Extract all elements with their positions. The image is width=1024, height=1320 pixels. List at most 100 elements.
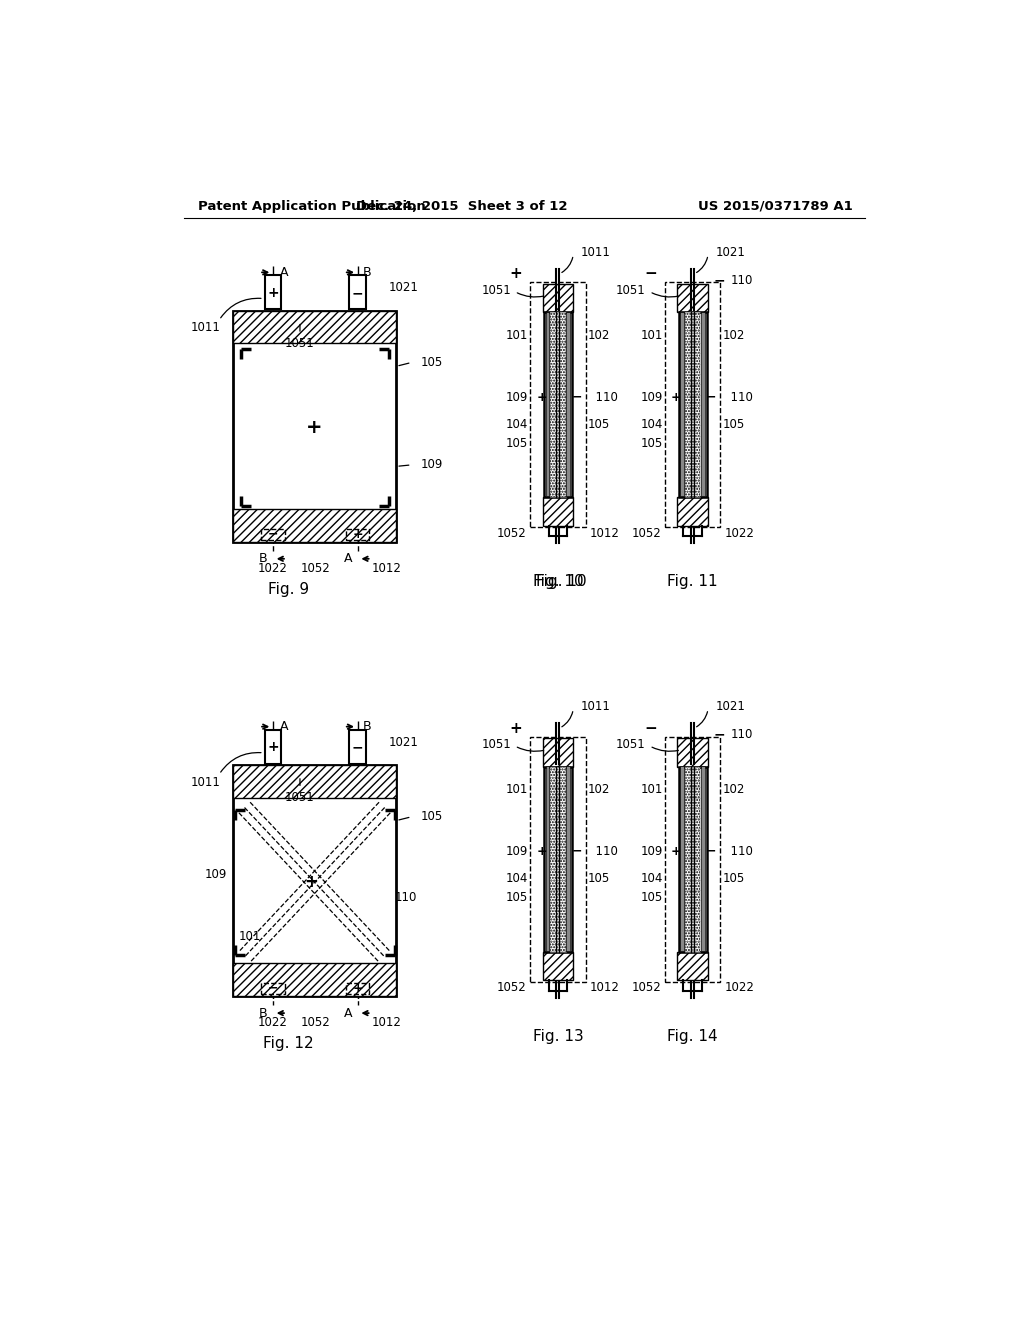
Text: 1051: 1051 bbox=[481, 738, 511, 751]
Text: 1022: 1022 bbox=[724, 527, 754, 540]
Text: 104: 104 bbox=[506, 417, 528, 430]
Text: −: − bbox=[267, 982, 279, 995]
Text: 109: 109 bbox=[640, 391, 663, 404]
Text: 1051: 1051 bbox=[285, 791, 314, 804]
Bar bbox=[685, 767, 700, 952]
Text: 105: 105 bbox=[588, 417, 610, 430]
Text: Fig. 14: Fig. 14 bbox=[668, 1028, 718, 1044]
Text: B: B bbox=[362, 721, 372, 733]
Bar bbox=[677, 738, 708, 767]
Text: Fig. 10: Fig. 10 bbox=[532, 574, 584, 590]
Bar bbox=[566, 766, 570, 950]
Bar bbox=[701, 766, 705, 950]
Bar bbox=[543, 284, 573, 313]
Text: 1052: 1052 bbox=[300, 1016, 330, 1028]
Text: 105: 105 bbox=[640, 437, 663, 450]
Bar bbox=[233, 766, 396, 997]
Text: Fig. 9: Fig. 9 bbox=[268, 582, 309, 597]
Text: −: − bbox=[714, 273, 725, 286]
Text: 1021: 1021 bbox=[388, 735, 419, 748]
Text: US 2015/0371789 A1: US 2015/0371789 A1 bbox=[698, 199, 853, 213]
Text: Fig. 13: Fig. 13 bbox=[532, 1028, 584, 1044]
Text: 109: 109 bbox=[640, 845, 663, 858]
Text: 1012: 1012 bbox=[372, 561, 401, 574]
Text: +: + bbox=[306, 418, 323, 437]
Text: 110: 110 bbox=[588, 391, 617, 404]
Text: Fig. 11: Fig. 11 bbox=[668, 574, 718, 590]
Text: +: + bbox=[267, 286, 279, 300]
Text: 109: 109 bbox=[506, 845, 528, 858]
Bar bbox=[233, 312, 396, 543]
Text: 1052: 1052 bbox=[632, 527, 662, 540]
Text: 105: 105 bbox=[640, 891, 663, 904]
Text: 1021: 1021 bbox=[716, 246, 745, 259]
Bar bbox=[543, 952, 573, 979]
Bar bbox=[665, 737, 720, 982]
Text: 109: 109 bbox=[421, 458, 443, 471]
Bar bbox=[233, 312, 396, 343]
Text: Fig. 10: Fig. 10 bbox=[537, 574, 587, 590]
Text: 104: 104 bbox=[640, 417, 663, 430]
Text: 1022: 1022 bbox=[258, 561, 288, 574]
Text: +: + bbox=[304, 874, 317, 891]
Text: 1051: 1051 bbox=[481, 284, 511, 297]
Text: 1022: 1022 bbox=[258, 1016, 288, 1028]
Text: −: − bbox=[352, 286, 364, 300]
Text: 1051: 1051 bbox=[616, 738, 646, 751]
Text: 1012: 1012 bbox=[590, 981, 620, 994]
Text: B: B bbox=[362, 265, 372, 279]
Text: 1011: 1011 bbox=[190, 321, 220, 334]
Text: −: − bbox=[706, 845, 717, 858]
Bar bbox=[346, 529, 370, 540]
Text: −: − bbox=[267, 528, 279, 541]
Text: −: − bbox=[571, 845, 582, 858]
Text: A: A bbox=[280, 721, 288, 733]
Bar bbox=[346, 983, 370, 994]
Bar bbox=[550, 767, 565, 952]
Text: 105: 105 bbox=[588, 871, 610, 884]
Text: Dec. 24, 2015  Sheet 3 of 12: Dec. 24, 2015 Sheet 3 of 12 bbox=[356, 199, 567, 213]
Text: 105: 105 bbox=[506, 891, 528, 904]
Text: 1021: 1021 bbox=[388, 281, 419, 294]
Text: +: + bbox=[671, 845, 682, 858]
Bar bbox=[544, 767, 571, 952]
Text: 110: 110 bbox=[731, 727, 754, 741]
Text: 101: 101 bbox=[506, 329, 528, 342]
Text: 101: 101 bbox=[239, 929, 261, 942]
Text: A: A bbox=[343, 552, 352, 565]
Text: 105: 105 bbox=[506, 437, 528, 450]
Text: −: − bbox=[644, 267, 657, 281]
Text: 1052: 1052 bbox=[497, 981, 526, 994]
Bar bbox=[261, 983, 285, 994]
Text: A: A bbox=[280, 265, 288, 279]
Bar bbox=[566, 312, 570, 496]
Bar bbox=[233, 964, 396, 997]
Text: 101: 101 bbox=[506, 783, 528, 796]
Text: +: + bbox=[267, 741, 279, 755]
Text: 102: 102 bbox=[723, 329, 745, 342]
Text: Fig. 12: Fig. 12 bbox=[263, 1036, 313, 1052]
Bar bbox=[261, 529, 285, 540]
Text: B: B bbox=[259, 1007, 267, 1019]
Bar bbox=[677, 284, 708, 313]
Bar bbox=[544, 313, 571, 498]
Bar bbox=[679, 767, 707, 952]
Text: +: + bbox=[352, 528, 364, 541]
Bar bbox=[680, 312, 684, 496]
Text: −: − bbox=[714, 727, 725, 742]
Text: 104: 104 bbox=[506, 871, 528, 884]
Text: 104: 104 bbox=[640, 871, 663, 884]
Text: 1051: 1051 bbox=[285, 337, 314, 350]
Text: 101: 101 bbox=[640, 783, 663, 796]
Text: 1051: 1051 bbox=[616, 284, 646, 297]
Bar bbox=[264, 730, 282, 763]
Text: −: − bbox=[706, 391, 717, 404]
Bar bbox=[546, 312, 550, 496]
Text: 110: 110 bbox=[588, 845, 617, 858]
Text: +: + bbox=[510, 267, 522, 281]
Bar bbox=[685, 313, 700, 498]
Text: 110: 110 bbox=[731, 273, 754, 286]
Text: 1012: 1012 bbox=[590, 527, 620, 540]
Text: −: − bbox=[352, 741, 364, 755]
Text: 105: 105 bbox=[723, 871, 744, 884]
